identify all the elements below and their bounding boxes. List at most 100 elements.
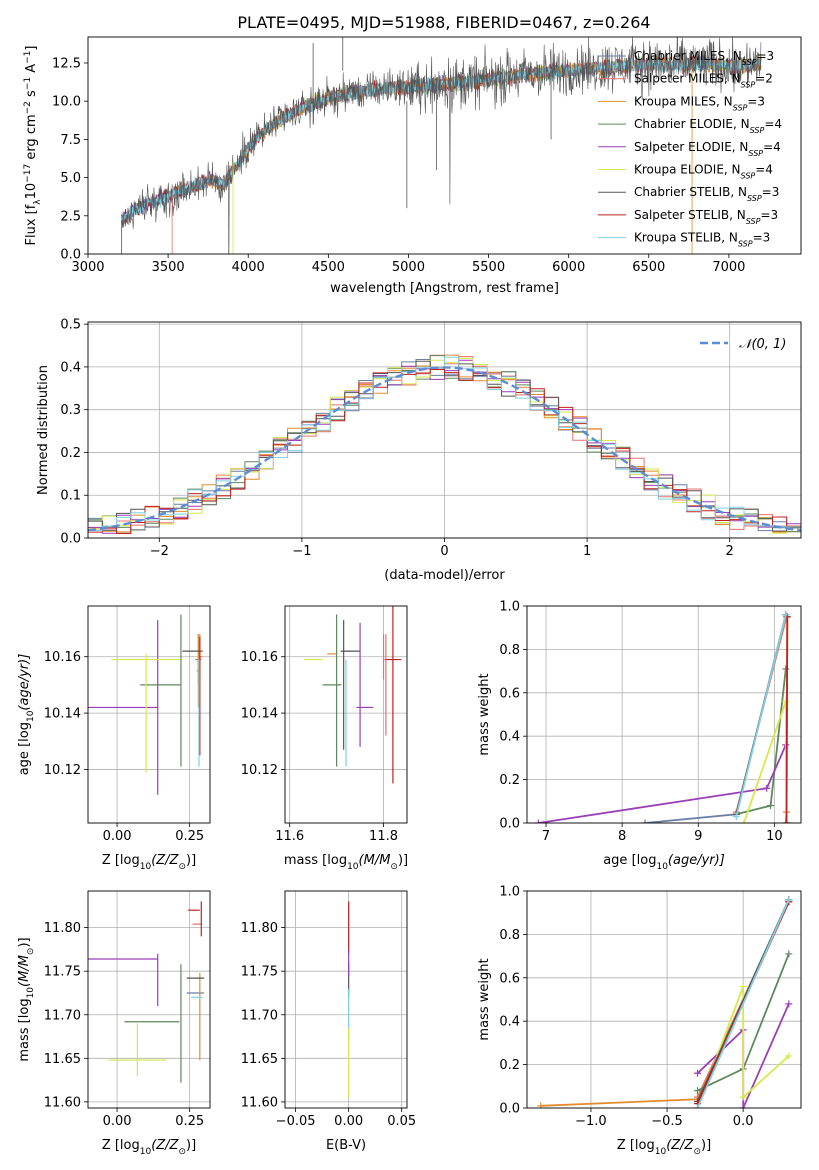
figure-title: PLATE=0495, MJD=51988, FIBERID=0467, z=0… xyxy=(237,13,650,32)
x-axis-label: (data-model)/error xyxy=(384,568,505,583)
legend-entry: Salpeter ELODIE, NSSP=4 xyxy=(634,140,781,158)
x-tick-label: 0 xyxy=(440,544,448,559)
weight-marker xyxy=(693,1104,701,1108)
legend-sub: SSP xyxy=(733,103,748,112)
axes-frame xyxy=(87,321,802,539)
label-part: 10 xyxy=(26,987,36,999)
axes-frame xyxy=(87,36,802,255)
weight-line xyxy=(785,616,789,823)
weight-lines xyxy=(534,611,791,823)
x-tick-label: 0.25 xyxy=(175,829,204,844)
x-tick-label: 7000 xyxy=(712,260,745,275)
spectrum-lines xyxy=(121,37,762,254)
weight-line xyxy=(696,899,790,1108)
weight-line xyxy=(644,614,787,823)
errorbars xyxy=(88,614,203,795)
weight-marker xyxy=(537,1102,545,1108)
label-part: age [log xyxy=(17,722,32,775)
x-axis-label: E(B-V) xyxy=(326,1138,366,1153)
x-tick-label: 0.25 xyxy=(175,1114,204,1129)
legend-sub: SSP xyxy=(742,58,757,67)
legend-model-name: Salpeter MILES, N xyxy=(634,72,741,86)
legend-sub: SSP xyxy=(741,80,756,89)
legend-nssp: =4 xyxy=(755,163,773,177)
label-part: Flux [f xyxy=(24,204,39,245)
weight-marker xyxy=(740,819,748,823)
gaussian-legend-label: 𝒩(0, 1) xyxy=(739,337,786,352)
y-tick-label: 0.4 xyxy=(499,1015,520,1030)
axes-frame xyxy=(87,605,211,824)
legend-nssp: =3 xyxy=(753,231,771,245)
x-axis-label: Z [log10(Z/Z⊙)] xyxy=(102,853,196,872)
y-tick-label: 10.0 xyxy=(52,95,81,110)
weight-marker xyxy=(785,1000,793,1008)
y-tick-label: 0.0 xyxy=(499,817,520,832)
legend-nssp: =3 xyxy=(760,208,778,222)
x-tick-label: 3500 xyxy=(152,260,185,275)
x-tick-label: 4500 xyxy=(312,260,345,275)
y-tick-label: 7.5 xyxy=(60,133,81,148)
x-tick-label: −1.0 xyxy=(575,1114,607,1129)
y-tick-label: 12.5 xyxy=(52,56,81,71)
y-tick-label: 11.80 xyxy=(241,921,278,936)
y-tick-label: 11.70 xyxy=(241,1008,278,1023)
legend-nssp: =3 xyxy=(762,185,780,199)
label-part: A xyxy=(24,64,39,77)
y-tick-label: 0.3 xyxy=(60,403,81,418)
weight-marker xyxy=(785,950,793,958)
y-axis-label: mass [log10(M/M⊙)] xyxy=(17,937,36,1061)
errorbars xyxy=(303,606,402,784)
label-part: −17 xyxy=(23,164,33,183)
x-tick-label: 3000 xyxy=(71,260,104,275)
label-part: )] xyxy=(701,1138,711,1153)
legend-sub: SSP xyxy=(741,171,756,180)
axes-frame xyxy=(87,890,211,1109)
x-tick-label: 0.05 xyxy=(387,1114,416,1129)
y-tick-label: 0.1 xyxy=(60,489,81,504)
y-tick-label: 10.12 xyxy=(44,763,81,778)
label-part: 10 xyxy=(26,710,36,722)
label-part: 10 xyxy=(655,1147,667,1157)
x-tick-label: −2 xyxy=(150,544,169,559)
label-part: 10 xyxy=(347,862,359,872)
x-tick-label: 6500 xyxy=(632,260,665,275)
label-part: (Z/Z xyxy=(151,853,179,868)
label-part: (M/M xyxy=(359,853,391,868)
weight-marker xyxy=(782,611,790,619)
legend-model-name: Kroupa STELIB, N xyxy=(634,231,738,245)
y-tick-label: 0.6 xyxy=(499,686,520,701)
label-part: mass [log xyxy=(284,853,347,868)
y-tick-label: 0.2 xyxy=(499,773,520,788)
y-axis-label: age [log10(age/yr)] xyxy=(17,654,36,776)
x-tick-label: 4000 xyxy=(232,260,265,275)
legend-nssp: =4 xyxy=(764,117,782,131)
x-tick-label: −0.5 xyxy=(651,1114,683,1129)
label-part: (M/M xyxy=(17,955,32,987)
legend-entry: Kroupa MILES, NSSP=3 xyxy=(634,94,765,112)
label-part: ] xyxy=(24,46,39,51)
x-axis-label: wavelength [Angstrom, rest frame] xyxy=(330,281,559,296)
weight-marker xyxy=(739,982,747,990)
x-tick-label: −1 xyxy=(292,544,311,559)
legend-entry: Salpeter MILES, NSSP=2 xyxy=(634,72,773,90)
weight-marker xyxy=(782,697,790,705)
legend-model-name: Salpeter ELODIE, N xyxy=(634,140,748,154)
y-tick-label: 11.75 xyxy=(241,965,278,980)
y-tick-label: 0.2 xyxy=(499,1058,520,1073)
residual-histograms xyxy=(88,354,801,534)
x-tick-label: 0.0 xyxy=(733,1114,754,1129)
weight-marker xyxy=(641,819,649,823)
legend-model-name: Kroupa ELODIE, N xyxy=(634,163,741,177)
y-tick-label: 0.8 xyxy=(499,928,520,943)
y-tick-label: 11.65 xyxy=(44,1052,81,1067)
x-tick-label: 5000 xyxy=(392,260,425,275)
label-part: )] xyxy=(186,853,196,868)
x-tick-label: 0.00 xyxy=(103,1114,132,1129)
legend-sub: SSP xyxy=(746,216,761,225)
x-tick-label: 0.00 xyxy=(334,1114,363,1129)
y-axis-label: mass weight xyxy=(477,958,492,1040)
x-axis-label: Z [log10(Z/Z⊙)] xyxy=(617,1138,711,1157)
y-tick-label: 11.60 xyxy=(241,1095,278,1110)
